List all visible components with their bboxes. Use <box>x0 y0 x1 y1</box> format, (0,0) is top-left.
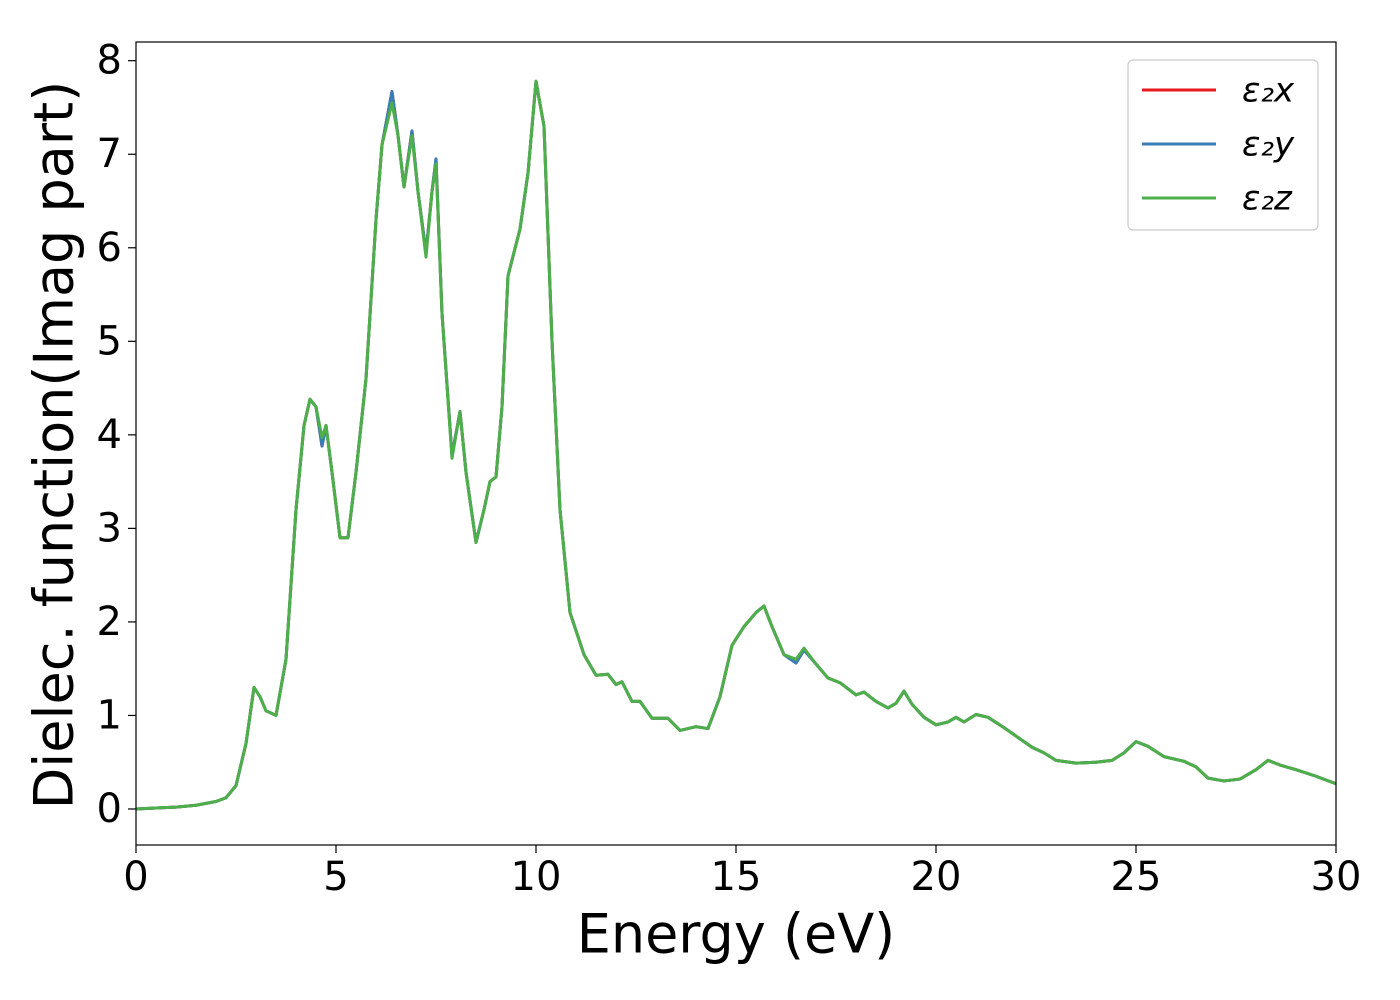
legend-label: ε₂x <box>1242 71 1295 111</box>
y-tick-label: 4 <box>97 412 122 458</box>
y-tick-label: 3 <box>97 505 122 551</box>
x-axis-label: Energy (eV) <box>577 903 896 966</box>
x-tick-label: 15 <box>711 854 762 900</box>
x-tick-label: 0 <box>123 854 148 900</box>
y-tick-label: 7 <box>97 131 122 177</box>
y-tick-label: 6 <box>97 225 122 271</box>
y-tick-label: 8 <box>97 38 122 84</box>
y-tick-label: 1 <box>97 692 122 738</box>
x-tick-label: 25 <box>1111 854 1162 900</box>
y-tick-label: 5 <box>97 318 122 364</box>
legend-box <box>1127 59 1319 231</box>
y-axis-label: Dielec. function(Imag part) <box>23 81 86 810</box>
legend-label: ε₂y <box>1242 125 1295 165</box>
x-tick-label: 30 <box>1311 854 1362 900</box>
x-tick-label: 20 <box>911 854 962 900</box>
y-tick-label: 0 <box>97 786 122 832</box>
x-tick-label: 5 <box>323 854 348 900</box>
legend-label: ε₂z <box>1242 179 1293 219</box>
y-tick-label: 2 <box>97 599 122 645</box>
plot-frame <box>135 41 1337 846</box>
x-tick-label: 10 <box>511 854 562 900</box>
series-line <box>135 79 1337 811</box>
